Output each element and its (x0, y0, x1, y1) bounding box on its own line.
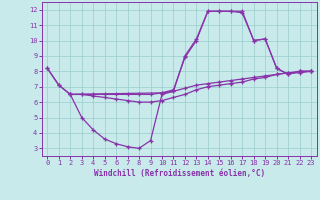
X-axis label: Windchill (Refroidissement éolien,°C): Windchill (Refroidissement éolien,°C) (94, 169, 265, 178)
